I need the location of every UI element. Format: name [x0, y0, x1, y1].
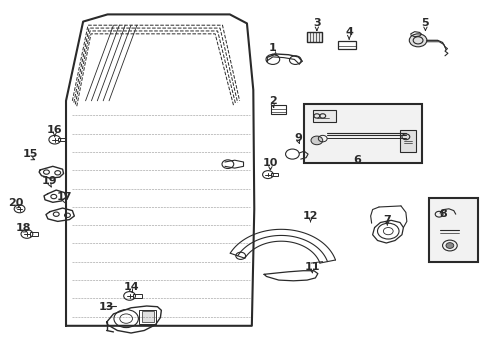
Text: 12: 12 — [302, 211, 318, 221]
Text: 20: 20 — [8, 198, 23, 208]
Bar — [133, 294, 142, 298]
Text: 4: 4 — [345, 27, 352, 37]
Circle shape — [445, 243, 453, 248]
Bar — [428, 198, 477, 262]
Text: 8: 8 — [438, 209, 446, 219]
Text: 14: 14 — [123, 282, 139, 292]
Bar — [338, 41, 355, 49]
Bar — [270, 173, 277, 176]
Text: 5: 5 — [421, 18, 428, 28]
Bar — [312, 110, 336, 122]
Bar — [399, 130, 415, 152]
Text: 1: 1 — [268, 42, 276, 53]
Bar — [58, 138, 65, 141]
Text: 2: 2 — [268, 96, 276, 106]
Bar — [142, 311, 154, 322]
Text: 6: 6 — [352, 155, 360, 165]
Text: 17: 17 — [57, 192, 72, 202]
Text: 9: 9 — [294, 132, 302, 143]
Text: 7: 7 — [383, 215, 390, 225]
Text: 18: 18 — [16, 222, 31, 233]
Text: 3: 3 — [312, 18, 320, 28]
Text: 13: 13 — [99, 302, 114, 312]
Bar — [30, 232, 38, 236]
Bar — [306, 32, 321, 42]
Text: 10: 10 — [262, 158, 278, 168]
Bar — [304, 104, 422, 163]
Text: 19: 19 — [42, 176, 58, 186]
Circle shape — [310, 136, 322, 145]
Text: 11: 11 — [304, 262, 319, 272]
Bar — [139, 310, 156, 324]
Circle shape — [408, 34, 426, 47]
Bar — [270, 105, 285, 114]
Text: 15: 15 — [22, 149, 38, 159]
Text: 16: 16 — [47, 125, 62, 135]
